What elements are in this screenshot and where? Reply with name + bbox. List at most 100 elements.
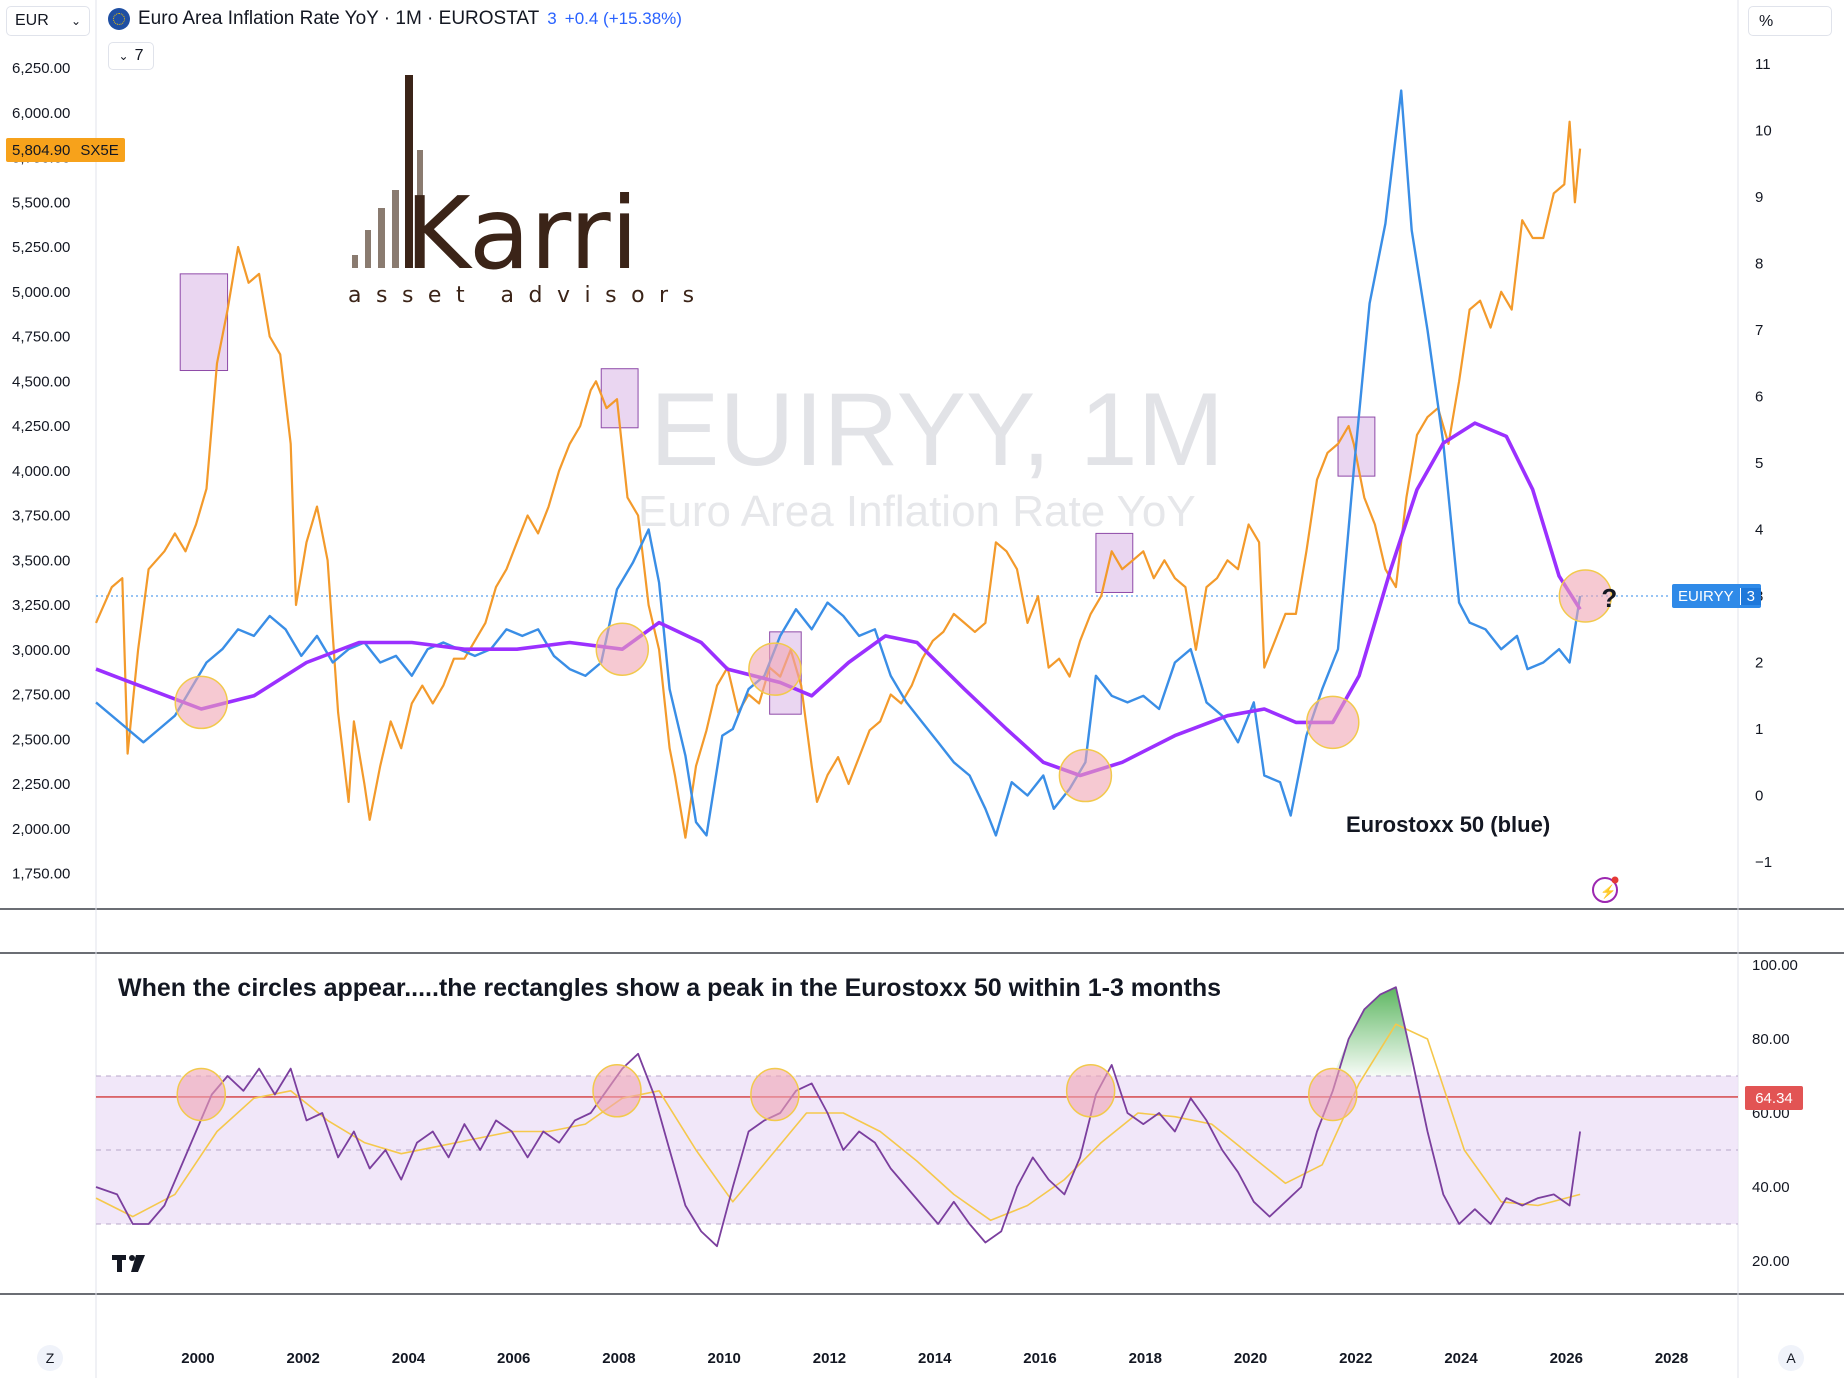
symbol-title: Euro Area Inflation Rate YoY · 1M · EURO…: [138, 8, 540, 29]
left-axis-tick-11: 3,500.00: [12, 552, 70, 569]
x-axis-tick-14: 2028: [1655, 1350, 1688, 1367]
watermark-name: Euro Area Inflation Rate YoY: [638, 487, 1196, 536]
x-axis-tick-3: 2006: [497, 1350, 530, 1367]
scale-unit-box[interactable]: %: [1748, 6, 1832, 36]
currency-label: EUR: [15, 12, 49, 29]
highlight-circle-5: [1558, 569, 1613, 623]
rsi-overbought-fill: [1332, 987, 1412, 1076]
rsi-highlight-circle-0: [176, 1067, 227, 1122]
left-axis-tick-13: 3,000.00: [12, 642, 70, 659]
scale-unit-label: %: [1759, 13, 1774, 30]
tradingview-icon: [112, 1255, 145, 1272]
lightning-icon: ⚡: [1600, 884, 1616, 900]
euiryy-value: 3: [1739, 587, 1761, 605]
rsi-highlight-circle-1: [592, 1064, 642, 1118]
right-axis-tick-4: 7: [1755, 322, 1763, 339]
logo-bar-0: [352, 255, 358, 268]
right-axis-tick-0: 11: [1755, 56, 1771, 73]
rsi-axis-tick-1: 80.00: [1752, 1031, 1790, 1048]
logo-name: Karri: [405, 175, 638, 292]
right-axis-tick-3: 8: [1755, 256, 1763, 273]
corner-left-label: Z: [45, 1350, 55, 1366]
x-axis-tick-4: 2008: [602, 1350, 635, 1367]
logo-bar-2: [378, 208, 385, 268]
alert-icon: [1592, 877, 1618, 903]
sx5e-price-value: 5,804.90: [12, 141, 71, 159]
log-scale-button[interactable]: Z: [37, 1345, 63, 1371]
left-axis-tick-1: 6,000.00: [12, 105, 70, 122]
sx5e-series-line: [94, 120, 1582, 839]
sx5e-price-tag: 5,804.90 SX5E: [6, 138, 125, 162]
highlight-circle-2: [748, 642, 802, 696]
x-axis-tick-13: 2026: [1550, 1350, 1583, 1367]
right-axis-tick-5: 6: [1755, 389, 1763, 406]
left-axis-tick-14: 2,750.00: [12, 687, 70, 704]
x-axis-tick-11: 2022: [1339, 1350, 1372, 1367]
left-axis-tick-6: 4,750.00: [12, 329, 70, 346]
left-axis-tick-16: 2,250.00: [12, 776, 70, 793]
rsi-value: 64.34: [1755, 1089, 1793, 1107]
logo-bar-4: [405, 75, 413, 268]
highlight-rectangle-3: [1095, 532, 1134, 593]
x-axis-tick-8: 2016: [1023, 1350, 1056, 1367]
euiryy-series-line: [95, 89, 1582, 837]
rsi-axis-tick-4: 20.00: [1752, 1253, 1790, 1270]
highlight-circle-3: [1058, 748, 1113, 803]
left-axis-tick-17: 2,000.00: [12, 821, 70, 838]
auto-scale-button[interactable]: A: [1778, 1345, 1804, 1371]
x-axis-tick-0: 2000: [181, 1350, 214, 1367]
symbol-header[interactable]: Euro Area Inflation Rate YoY · 1M · EURO…: [108, 8, 682, 30]
left-axis-tick-18: 1,750.00: [12, 866, 70, 883]
left-axis-tick-7: 4,500.00: [12, 373, 70, 390]
indicators-toggle[interactable]: ⌄ 7: [108, 42, 154, 70]
right-axis-tick-2: 9: [1755, 189, 1763, 206]
highlight-rectangle-0: [179, 273, 229, 372]
rsi-caption: When the circles appear.....the rectangl…: [118, 974, 1221, 1002]
rsi-highlight-circle-3: [1065, 1064, 1116, 1118]
left-axis-tick-12: 3,250.00: [12, 597, 70, 614]
highlight-circle-1: [595, 622, 650, 676]
right-axis-tick-10: 1: [1755, 721, 1763, 738]
left-axis-tick-3: 5,500.00: [12, 194, 70, 211]
left-axis-tick-8: 4,250.00: [12, 418, 70, 435]
x-axis-tick-2: 2004: [392, 1350, 426, 1367]
rsi-highlight-circle-2: [750, 1067, 800, 1122]
right-axis-tick-12: −1: [1755, 854, 1772, 871]
rsi-axis-tick-3: 40.00: [1752, 1179, 1790, 1196]
logo-tagline: asset advisors: [348, 283, 709, 308]
x-axis-tick-1: 2002: [287, 1350, 320, 1367]
x-axis-tick-12: 2024: [1444, 1350, 1478, 1367]
left-axis-tick-5: 5,000.00: [12, 284, 70, 301]
x-axis-tick-10: 2020: [1234, 1350, 1267, 1367]
left-axis-tick-15: 2,500.00: [12, 731, 70, 748]
euiryy-label: EUIRYY: [1678, 587, 1734, 605]
question-mark-annotation: ?: [1601, 583, 1617, 613]
left-axis-tick-0: 6,250.00: [12, 60, 70, 77]
left-axis-tick-4: 5,250.00: [12, 239, 70, 256]
corner-right-label: A: [1786, 1350, 1796, 1366]
right-axis-tick-9: 2: [1755, 655, 1763, 672]
chevron-down-icon: ⌄: [118, 49, 129, 63]
alert-dot-icon: [1611, 876, 1619, 884]
rsi-highlight-circle-4: [1308, 1067, 1358, 1122]
right-axis-tick-6: 5: [1755, 455, 1763, 472]
watermark-ticker: EUIRYY, 1M: [650, 372, 1224, 488]
tradingview-logo[interactable]: [112, 1250, 152, 1281]
x-axis-tick-7: 2014: [918, 1350, 952, 1367]
moving-average-line: [95, 421, 1582, 778]
currency-selector[interactable]: EUR ⌄: [6, 6, 90, 36]
last-value: 3: [547, 9, 557, 28]
rsi-axis-tick-0: 100.00: [1752, 957, 1798, 974]
eurostoxx-label: Eurostoxx 50 (blue): [1346, 812, 1550, 837]
right-axis-tick-1: 10: [1755, 123, 1772, 140]
right-axis-tick-11: 0: [1755, 788, 1763, 805]
logo-bar-3: [392, 190, 399, 268]
x-axis-tick-6: 2012: [813, 1350, 846, 1367]
euiryy-price-tag: EUIRYY 3: [1672, 584, 1761, 608]
highlight-circle-4: [1306, 695, 1360, 750]
logo-bar-5: [417, 150, 423, 268]
change-value: +0.4 (+15.38%): [564, 9, 682, 28]
x-axis-tick-5: 2010: [708, 1350, 741, 1367]
left-axis-tick-10: 3,750.00: [12, 508, 70, 525]
